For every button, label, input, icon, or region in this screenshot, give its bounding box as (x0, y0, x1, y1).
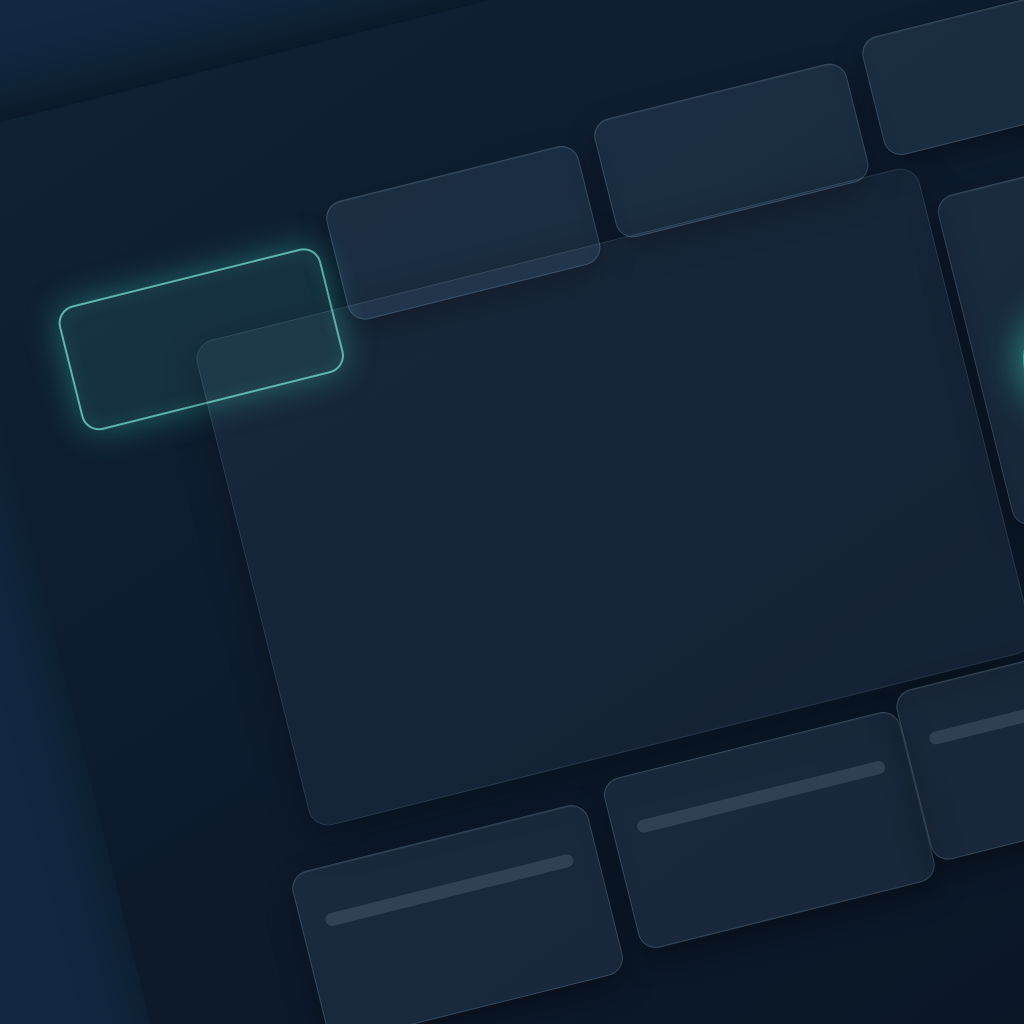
progress-fill (324, 914, 328, 928)
kpi-delta-text (109, 327, 114, 347)
up-arrow-icon (640, 143, 644, 159)
kpi-delta-text (643, 139, 648, 159)
card-label (630, 735, 877, 797)
up-arrow-icon (105, 331, 109, 347)
progress-fill (635, 821, 639, 835)
line-chart (225, 197, 997, 772)
kpi-label (888, 5, 1024, 55)
card-label (318, 828, 565, 890)
progress-track (928, 665, 1024, 746)
kpi-card-revenue[interactable] (858, 0, 1024, 159)
progress-fill (928, 733, 932, 746)
kpi-label (963, 153, 1024, 213)
bottom-card-user-sessions[interactable] (288, 801, 627, 1024)
kpi-delta (371, 222, 380, 244)
up-arrow-icon (372, 226, 376, 242)
kpi-delta (105, 327, 114, 349)
user-metrics-gauge (1012, 301, 1024, 417)
kpi-delta (639, 139, 648, 161)
kpi-delta-text (375, 222, 380, 242)
progress-track (635, 759, 887, 835)
progress-track (324, 852, 575, 928)
